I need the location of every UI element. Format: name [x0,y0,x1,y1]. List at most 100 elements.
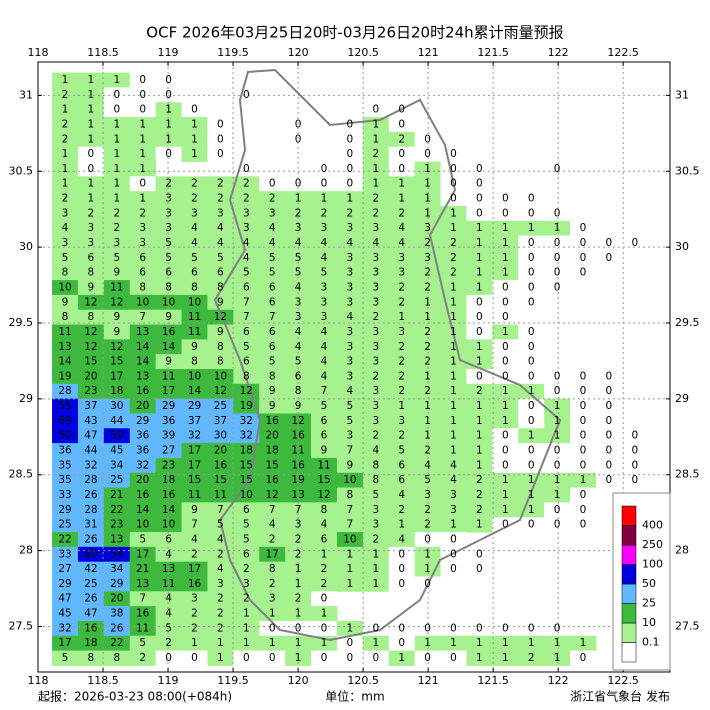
rain-cell [388,324,416,340]
rain-cell [544,443,571,459]
rain-cell [311,176,338,192]
rain-value: 12 [266,489,279,501]
rain-cell [52,650,79,666]
rain-cell [155,443,183,459]
rain-value: 1 [502,504,509,516]
rain-value: 12 [84,296,97,308]
rain-cell [207,146,234,163]
rain-cell [492,309,519,326]
rain-cell [336,428,364,444]
rain-cell [155,576,183,592]
rain-value: 4 [398,237,405,249]
rain-cell [52,487,79,503]
rain-cell [181,294,208,311]
rain-value: 1 [88,89,95,101]
rain-value: 1 [476,222,483,234]
rain-cell [77,517,105,533]
y-tick-label: 30 [675,240,689,253]
rain-cell [492,650,519,666]
rain-cell [544,413,571,429]
rain-cell [492,502,519,518]
rain-value: 0 [476,296,483,308]
rain-cell [181,205,208,222]
rain-value: 2 [372,370,379,382]
rain-cell [388,532,416,548]
rain-value: 2 [269,533,276,545]
rain-value: 2 [372,430,379,442]
rain-cell [52,265,79,281]
rain-cell [155,235,183,251]
rain-cell [440,502,467,518]
rain-cell [103,205,131,222]
rain-value: 16 [84,622,98,634]
rain-value: 1 [476,652,483,664]
rain-value: 0 [372,622,379,634]
rain-value: 0 [398,563,405,575]
rain-value: 9 [165,356,172,368]
rain-value: 29 [58,578,71,590]
rain-cell [129,561,157,577]
rain-cell [570,443,597,459]
rain-cell [388,413,416,429]
rain-cell [259,280,286,296]
rain-cell [77,324,105,340]
rain-value: 2 [424,326,431,338]
rain-cell [414,428,442,444]
rain-value: 26 [84,593,98,605]
rain-cell [129,413,157,429]
rain-value: 20 [84,370,97,382]
rain-cell [129,161,157,177]
rain-value: 3 [62,207,69,219]
rain-value: 3 [113,237,120,249]
rain-value: 1 [450,222,457,234]
rain-value: 1 [450,356,457,368]
rain-value: 0 [88,163,95,175]
rain-cell [518,339,545,355]
rain-value: 1 [554,222,561,234]
rain-cell [233,309,260,326]
rain-value: 5 [347,400,354,412]
rain-cell [492,383,519,400]
rain-cell [259,191,286,207]
rain-cell [570,428,597,444]
rain-cell [155,339,183,355]
rain-value: 29 [162,400,175,412]
rain-cell [311,294,338,311]
legend-swatch [621,622,637,643]
rain-value: 20 [110,593,123,605]
rain-cell [336,176,364,192]
rain-cell [492,472,519,489]
y-tick-label: 31 [19,88,33,101]
rain-cell [77,635,105,652]
rain-cell [311,576,338,592]
rain-cell [336,532,364,548]
rain-cell [52,309,79,326]
rain-value: 0 [450,548,457,560]
rain-value: 27 [162,445,175,457]
rain-cell [259,576,286,592]
rain-value: 3 [165,193,172,205]
rain-cell [155,294,183,311]
rain-value: 1 [554,637,561,649]
rain-cell [103,606,131,622]
rain-value: 6 [191,267,198,279]
rain-value: 12 [214,385,227,397]
rain-value: 1 [165,118,172,130]
rain-value: 9 [113,311,120,323]
rain-value: 12 [110,296,123,308]
rain-cell [103,117,131,133]
rain-value: 3 [88,222,95,234]
rain-cell [492,250,519,266]
rain-value: 1 [528,489,535,501]
rain-value: 7 [347,504,354,516]
rain-value: 4 [191,533,198,545]
rain-cell [233,413,260,429]
rain-value: 0 [476,163,483,175]
rain-value: 0 [450,622,457,634]
rain-value: 2 [217,178,224,190]
rain-value: 21 [136,563,149,575]
rain-cell [492,324,519,340]
rain-cell [207,176,234,192]
rain-value: 55 [58,400,71,412]
rain-cell [52,205,79,222]
